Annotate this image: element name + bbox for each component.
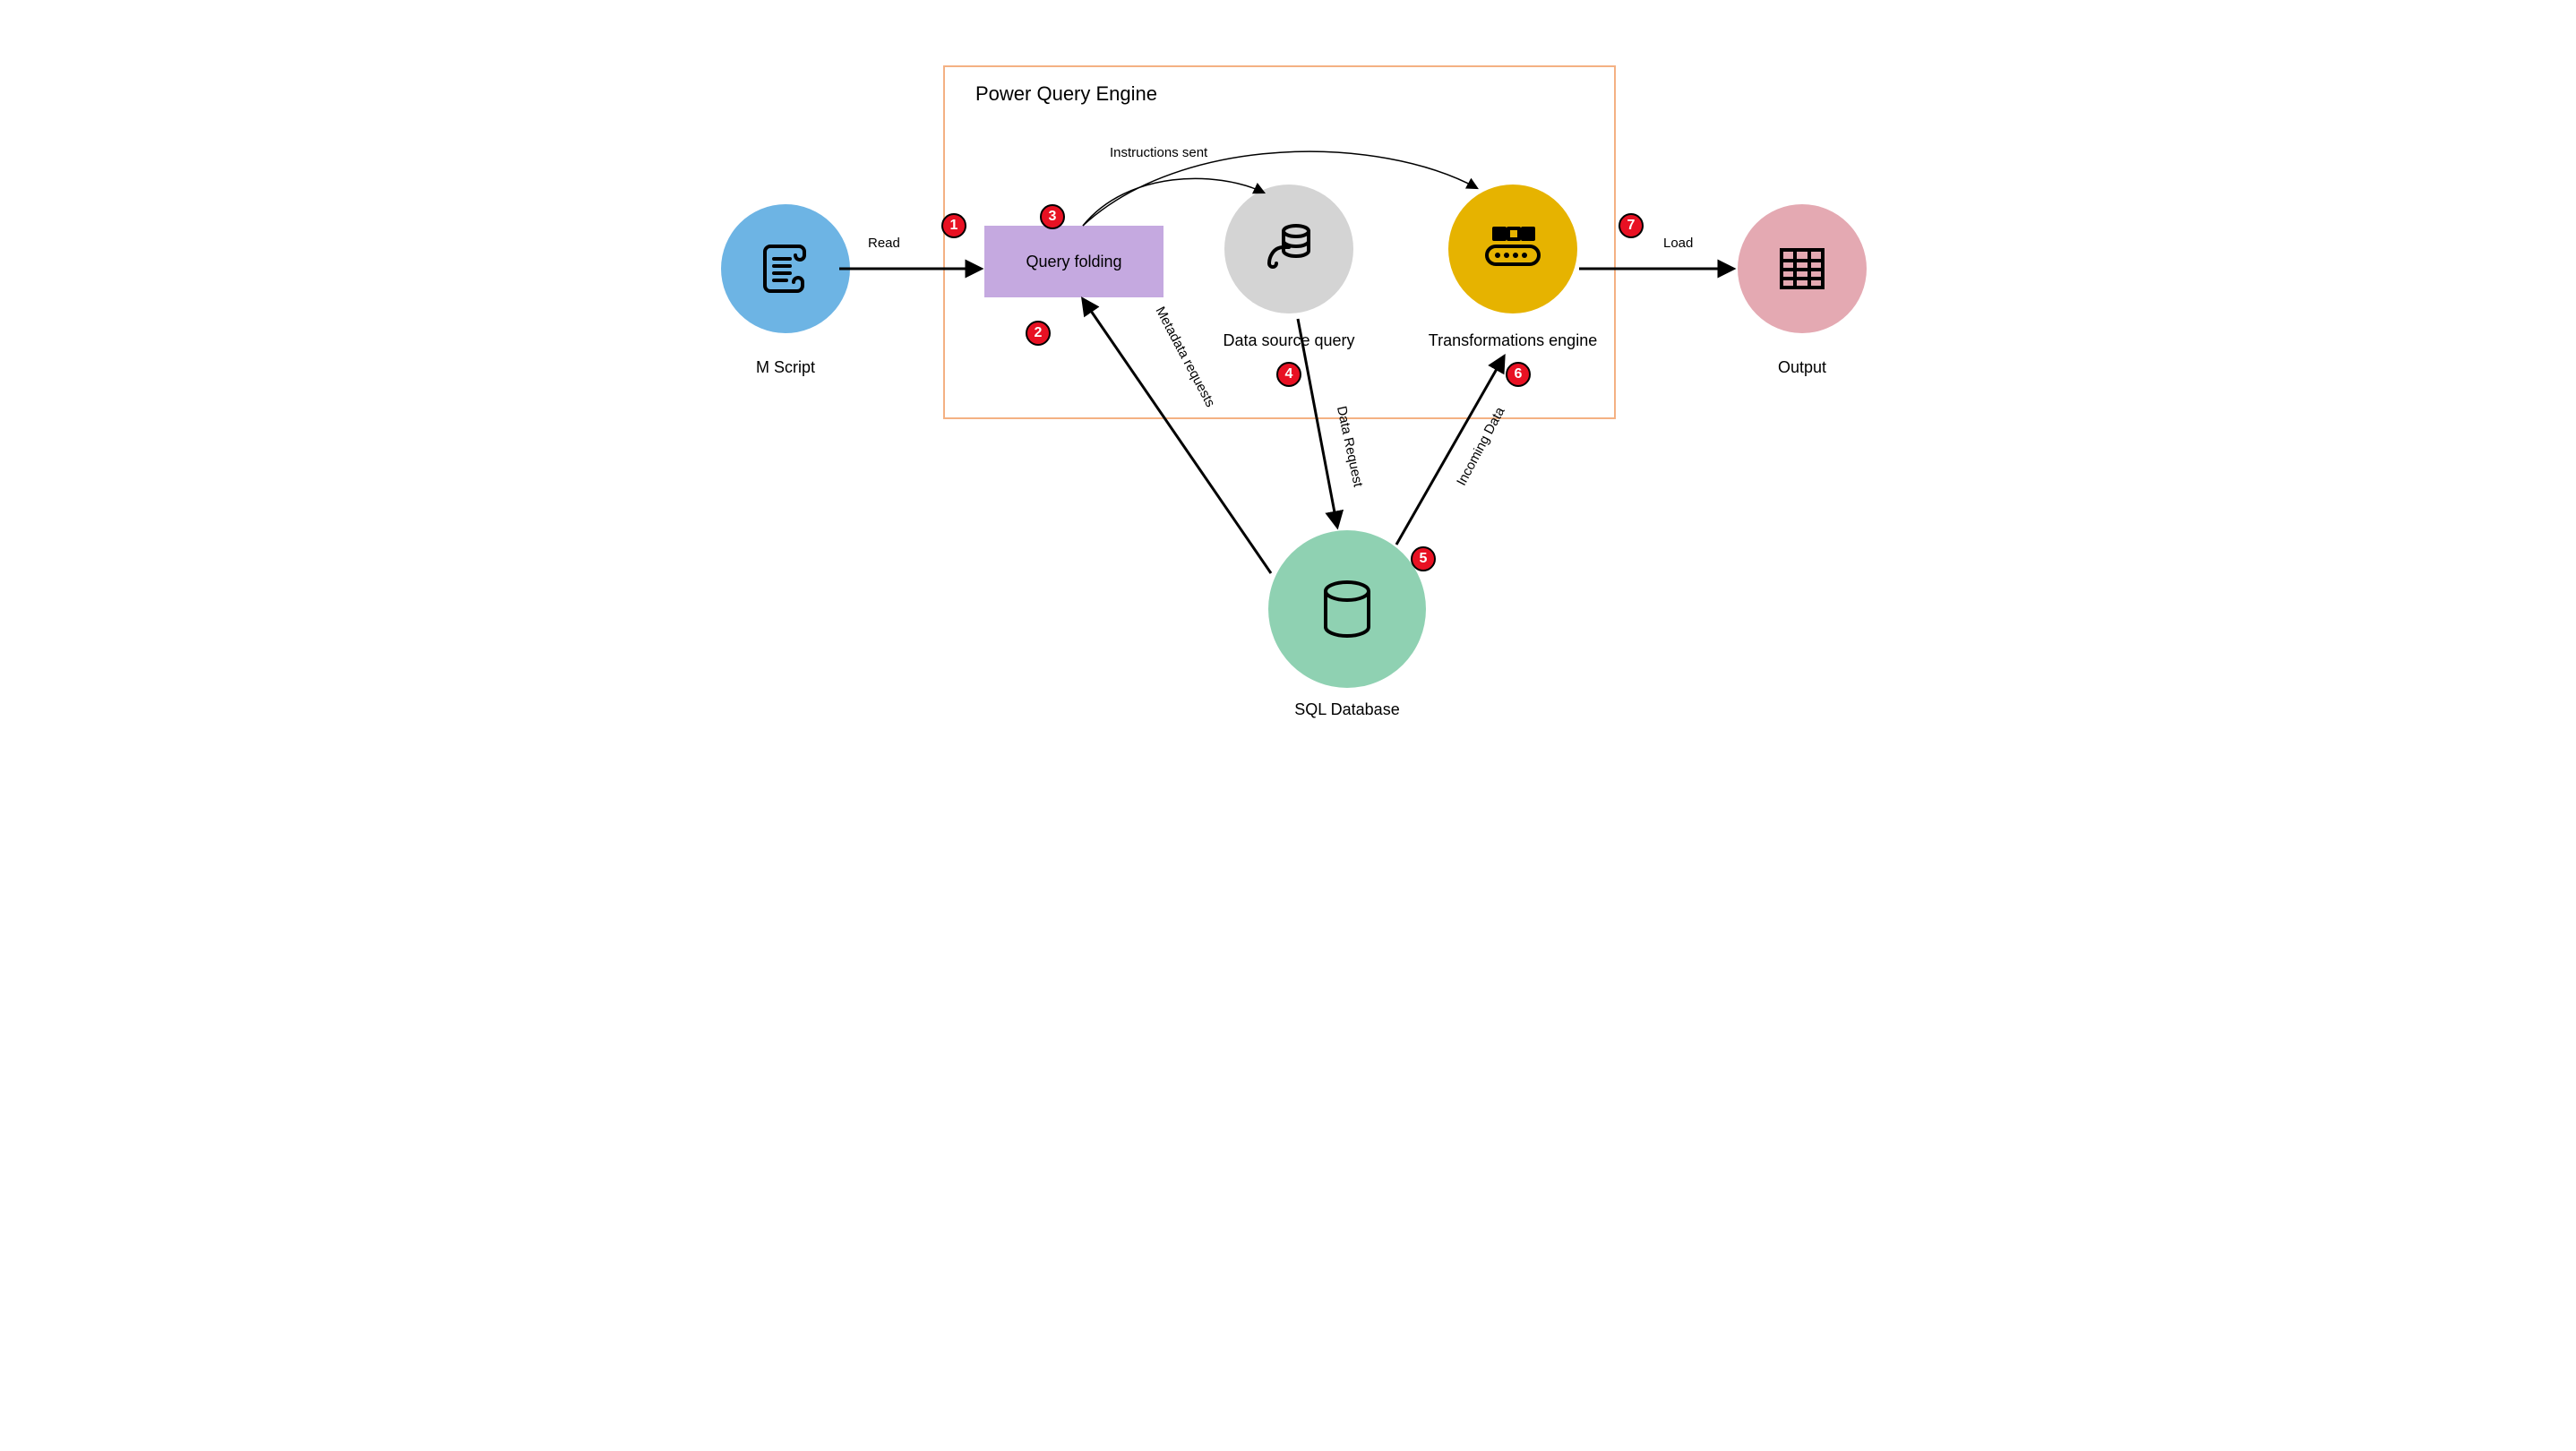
step-badge-5: 5 [1411,546,1436,571]
data-source-query-label: Data source query [1199,331,1378,350]
diagram-canvas: Power Query Engine M Script Query foldin… [644,0,1932,726]
sql-database-label: SQL Database [1258,700,1437,719]
query-folding-text: Query folding [1026,253,1121,271]
step-badge-4: 4 [1276,362,1301,387]
step-badge-6: 6 [1506,362,1531,387]
read-edge-label: Read [868,236,900,251]
transformations-node [1448,185,1577,313]
step-badge-3: 3 [1040,204,1065,229]
mscript-node [721,204,850,333]
table-icon [1771,237,1833,300]
step-badge-2: 2 [1026,321,1051,346]
database-icon [1307,569,1387,649]
output-node [1738,204,1867,333]
sql-database-node [1268,530,1426,688]
step-badge-1: 1 [941,213,966,238]
data-source-query-node [1224,185,1353,313]
engine-title: Power Query Engine [975,82,1157,106]
conveyor-icon [1473,209,1553,289]
query-folding-node: Query folding [984,226,1163,297]
output-label: Output [1713,358,1892,377]
scroll-icon [754,237,817,300]
query-db-icon [1253,213,1325,285]
mscript-label: M Script [696,358,875,377]
step-badge-7: 7 [1619,213,1644,238]
instructions-edge-label: Instructions sent [1110,145,1207,160]
transformations-label: Transformations engine [1423,331,1602,350]
load-edge-label: Load [1663,236,1693,251]
